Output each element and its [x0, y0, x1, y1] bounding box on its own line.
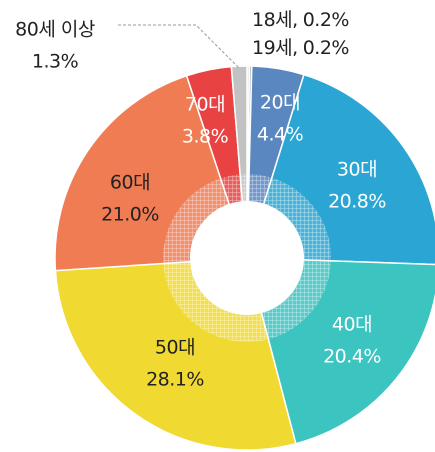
value-label: 1.3% [32, 51, 78, 73]
donut-hole [190, 201, 304, 315]
value-label: 20.8% [328, 191, 386, 213]
category-label: 70대 [185, 94, 225, 116]
category-label: 18세, [252, 9, 298, 31]
category-label: 50대 [155, 337, 195, 359]
data-label: 18세, 0.2% [252, 9, 349, 31]
category-label: 40대 [332, 314, 372, 336]
category-label: 19세, [252, 37, 298, 59]
value-label: 28.1% [146, 369, 204, 391]
leader-line [118, 24, 240, 69]
data-label: 19세, 0.2% [252, 37, 349, 59]
category-label: 20대 [260, 92, 300, 114]
value-label: 0.2% [303, 9, 349, 31]
value-label: 0.2% [303, 37, 349, 59]
value-label: 20.4% [323, 346, 381, 368]
category-label: 60대 [110, 172, 150, 194]
value-label: 3.8% [182, 126, 228, 148]
category-label: 30대 [337, 159, 377, 181]
category-label: 80세 이상 [15, 19, 95, 41]
labels: 18세, 0.2%19세, 0.2%20대4.4%30대20.8%40대20.4%5… [15, 9, 386, 391]
value-label: 21.0% [101, 204, 159, 226]
value-label: 4.4% [257, 124, 303, 146]
